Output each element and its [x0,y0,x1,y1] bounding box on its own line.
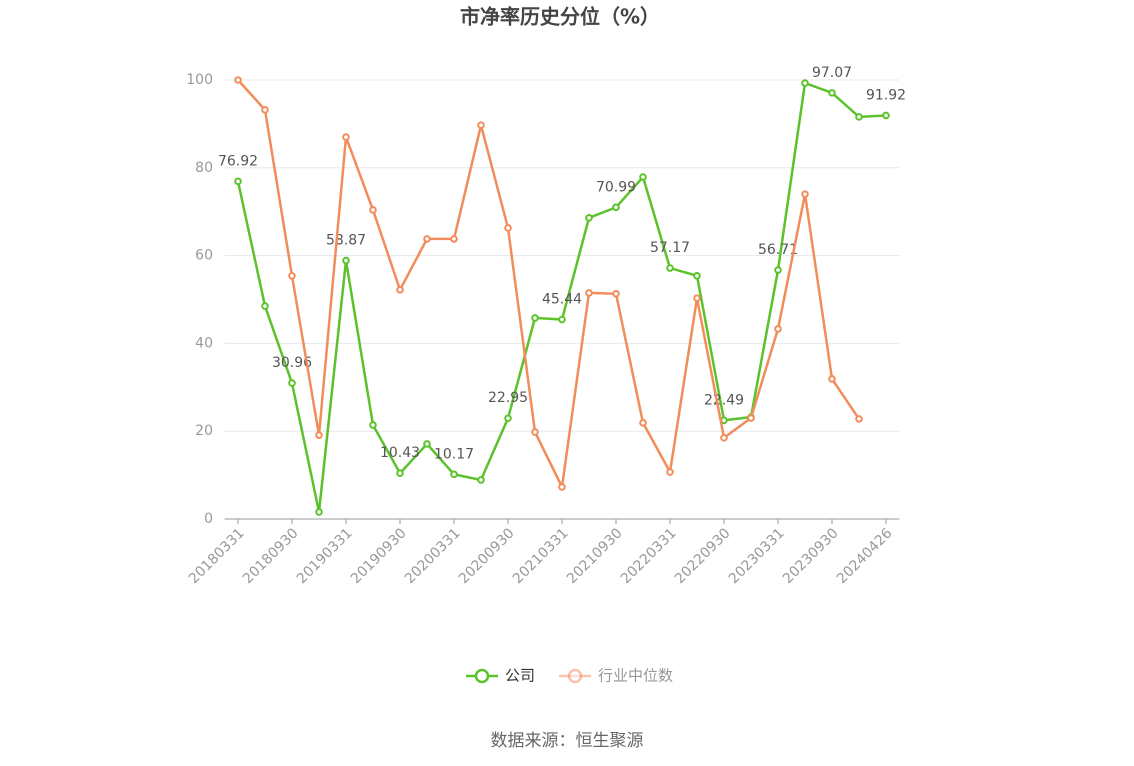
point [558,483,566,491]
point [801,190,809,198]
x-tick-label: 20210331 [510,525,572,587]
data-label: 10.43 [380,445,420,461]
point [612,289,620,298]
point [828,89,836,97]
y-tick-label: 80 [195,160,213,176]
point [504,224,512,232]
data-label: 22.95 [488,390,528,406]
x-tick-label: 20230930 [780,525,842,587]
legend-item[interactable]: 公司 [466,667,535,685]
point [234,177,242,186]
point [369,421,377,429]
data-label: 70.99 [596,179,636,195]
legend-marker [474,668,490,684]
point [585,214,593,222]
data-label: 22.49 [704,392,744,408]
point [261,106,269,114]
x-tick-label: 20180331 [186,525,248,587]
x-tick-label: 20200331 [402,525,464,587]
x-tick-label: 20220331 [618,525,680,587]
x-tick-label: 20210930 [564,525,626,587]
point [855,415,863,423]
x-tick-label: 20180930 [240,525,302,587]
point [315,431,323,439]
data-label: 10.17 [434,446,474,462]
point [774,325,782,333]
point [774,266,782,274]
y-tick-label: 60 [195,248,213,264]
data-label: 97.07 [812,65,852,81]
source: 数据来源：恒生聚源 [491,731,644,751]
legend-marker [567,668,583,684]
data-label: 91.92 [866,87,906,103]
point [396,469,404,478]
point [666,468,674,476]
data-label: 57.17 [650,240,690,256]
x-tick-label: 20230331 [726,525,788,587]
data-label: 45.44 [542,292,582,308]
point [369,206,377,214]
y-tick-label: 100 [186,72,213,88]
y-tick-label: 40 [195,335,213,351]
point [693,294,701,302]
point [531,314,539,322]
x-tick-label: 20240426 [834,525,896,587]
chart-title: 市净率历史分位（%） [460,5,660,29]
point [342,133,350,141]
point [288,271,296,280]
point [855,113,863,121]
point [288,379,296,387]
point [558,315,566,324]
legend-label: 行业中位数 [598,667,673,685]
x-tick-label: 20200930 [456,525,518,587]
point [747,414,755,422]
point [396,286,404,294]
point [882,111,890,120]
point [504,414,512,423]
data-label: 76.92 [218,153,258,169]
data-label: 58.87 [326,233,366,249]
data-label: 30.96 [272,355,312,371]
legend-label: 公司 [505,667,535,685]
point [423,440,431,448]
point [693,271,701,280]
point [585,289,593,297]
point [639,419,647,427]
point [450,470,458,479]
point [342,256,350,265]
point [828,375,836,383]
point [612,203,620,212]
point [477,121,485,130]
point [261,302,269,310]
data-label: 56.71 [758,242,798,258]
y-tick-label: 0 [204,511,213,527]
point [315,508,323,516]
series-line [237,79,861,492]
point [234,76,242,84]
point [477,476,485,484]
legend-item[interactable]: 行业中位数 [559,667,673,685]
x-tick-label: 20220930 [672,525,734,587]
point [450,235,458,243]
point [639,173,647,181]
y-tick-label: 20 [195,423,213,439]
x-tick-label: 20190930 [348,525,410,587]
point [531,428,539,436]
point [423,235,431,243]
x-tick-label: 20190331 [294,525,356,587]
point [720,433,728,442]
point [666,264,674,272]
point [801,79,809,87]
